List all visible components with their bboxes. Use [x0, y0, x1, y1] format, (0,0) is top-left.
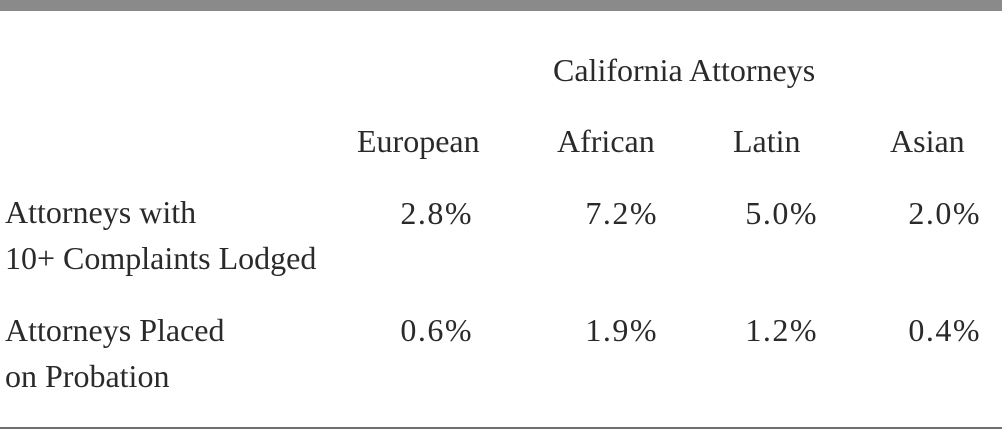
column-header-latin: Latin [733, 123, 801, 159]
table-cell-asian: 0.4% [908, 312, 981, 348]
table-cell-european: 0.6% [400, 312, 473, 348]
table-cell-european: 2.8% [400, 195, 473, 231]
table-cell-african: 7.2% [585, 195, 658, 231]
column-header-asian: Asian [890, 123, 965, 159]
column-header-european: European [357, 123, 480, 159]
table-cell-asian: 2.0% [908, 195, 981, 231]
table-cell-african: 1.9% [585, 312, 658, 348]
row-label-line1: Attorneys Placed [5, 312, 225, 348]
row-label-line2: on Probation [5, 358, 170, 394]
row-label-line1: Attorneys with [5, 194, 197, 230]
table-cell-latin: 5.0% [745, 195, 818, 231]
row-label-line2: 10+ Complaints Lodged [5, 240, 317, 276]
table-cell-latin: 1.2% [745, 312, 818, 348]
column-header-african: African [557, 123, 655, 159]
bottom-rule [0, 427, 1002, 429]
top-rule [0, 0, 1002, 11]
group-header: California Attorneys [553, 52, 816, 88]
